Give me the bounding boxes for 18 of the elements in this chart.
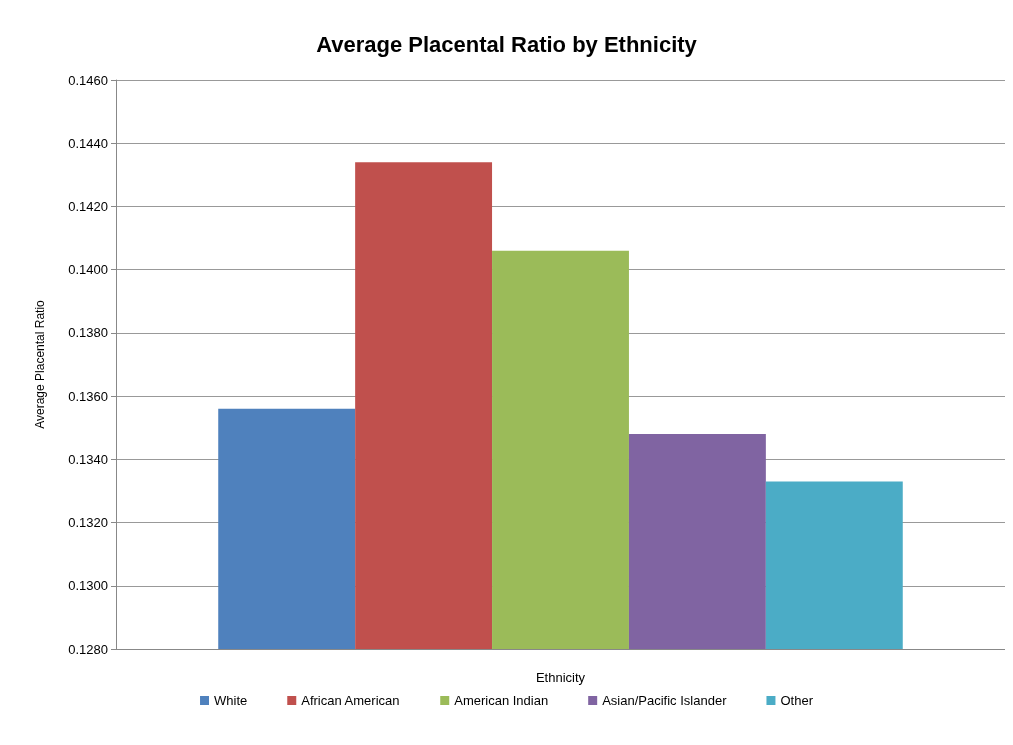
y-tick-label: 0.1320 [68, 515, 108, 531]
y-tick-label: 0.1380 [68, 325, 108, 341]
x-axis-title: Ethnicity [535, 670, 586, 685]
y-tick-label: 0.1420 [68, 198, 108, 214]
legend-label: White [214, 693, 248, 708]
y-tick-label: 0.1360 [68, 388, 108, 404]
y-tick-label: 0.1340 [68, 451, 108, 467]
y-tick-label: 0.1460 [68, 72, 108, 88]
legend-label: Other [780, 693, 814, 708]
chart-title: Average Placental Ratio by Ethnicity [316, 31, 698, 57]
y-tick-label: 0.1280 [68, 641, 108, 657]
legend-label: American Indian [454, 693, 549, 708]
legend-label: African American [301, 693, 400, 708]
y-axis-title: Average Placental Ratio [33, 299, 47, 429]
y-tick-label: 0.1440 [68, 135, 108, 151]
y-tick-label: 0.1400 [68, 262, 108, 278]
legend-label: Asian/Pacific Islander [602, 693, 728, 708]
y-tick-label: 0.1300 [68, 578, 108, 594]
